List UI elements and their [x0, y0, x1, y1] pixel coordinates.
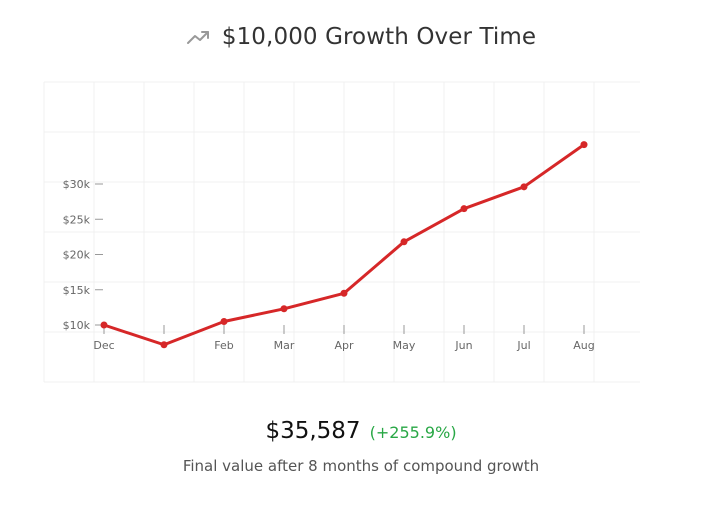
axes: $10k $15k $20k $25k $30k Dec Feb Mar Apr May Jun Ju… — [63, 178, 595, 352]
change-percent: (+255.9%) — [369, 423, 457, 442]
data-points — [100, 141, 588, 349]
line-chart: $10k $15k $20k $25k $30k Dec Feb Mar Apr May Jun Ju… — [43, 81, 640, 383]
x-tick-label: Mar — [274, 339, 295, 352]
x-tick-label: Jun — [454, 339, 472, 352]
data-point[interactable] — [400, 238, 408, 246]
y-tick-label: $10k — [63, 319, 91, 332]
summary-caption: Final value after 8 months of compound g… — [182, 457, 540, 475]
y-tick-label: $25k — [63, 213, 91, 226]
x-tick-label: Apr — [334, 339, 354, 352]
summary: $35,587 (+255.9%) — [0, 418, 722, 444]
data-point[interactable] — [520, 183, 528, 191]
grid — [43, 81, 640, 383]
data-point[interactable] — [160, 341, 168, 349]
final-value: $35,587 — [265, 418, 361, 444]
trending-up-icon — [186, 31, 209, 44]
y-tick-label: $30k — [63, 178, 91, 191]
x-tick-label: Dec — [93, 339, 114, 352]
chart-title: $10,000 Growth Over Time — [221, 24, 537, 50]
y-tick-label: $20k — [63, 249, 91, 262]
x-tick-label: Feb — [214, 339, 233, 352]
data-point[interactable] — [340, 289, 348, 297]
x-tick-label: May — [393, 339, 416, 352]
y-tick-label: $15k — [63, 284, 91, 297]
x-tick-label: Jul — [516, 339, 530, 352]
data-point[interactable] — [280, 305, 288, 313]
data-point[interactable] — [580, 141, 588, 149]
data-point[interactable] — [220, 317, 228, 325]
data-point[interactable] — [100, 321, 108, 329]
data-point[interactable] — [460, 205, 468, 213]
chart-header: $10,000 Growth Over Time — [0, 20, 722, 54]
x-tick-label: Aug — [573, 339, 594, 352]
